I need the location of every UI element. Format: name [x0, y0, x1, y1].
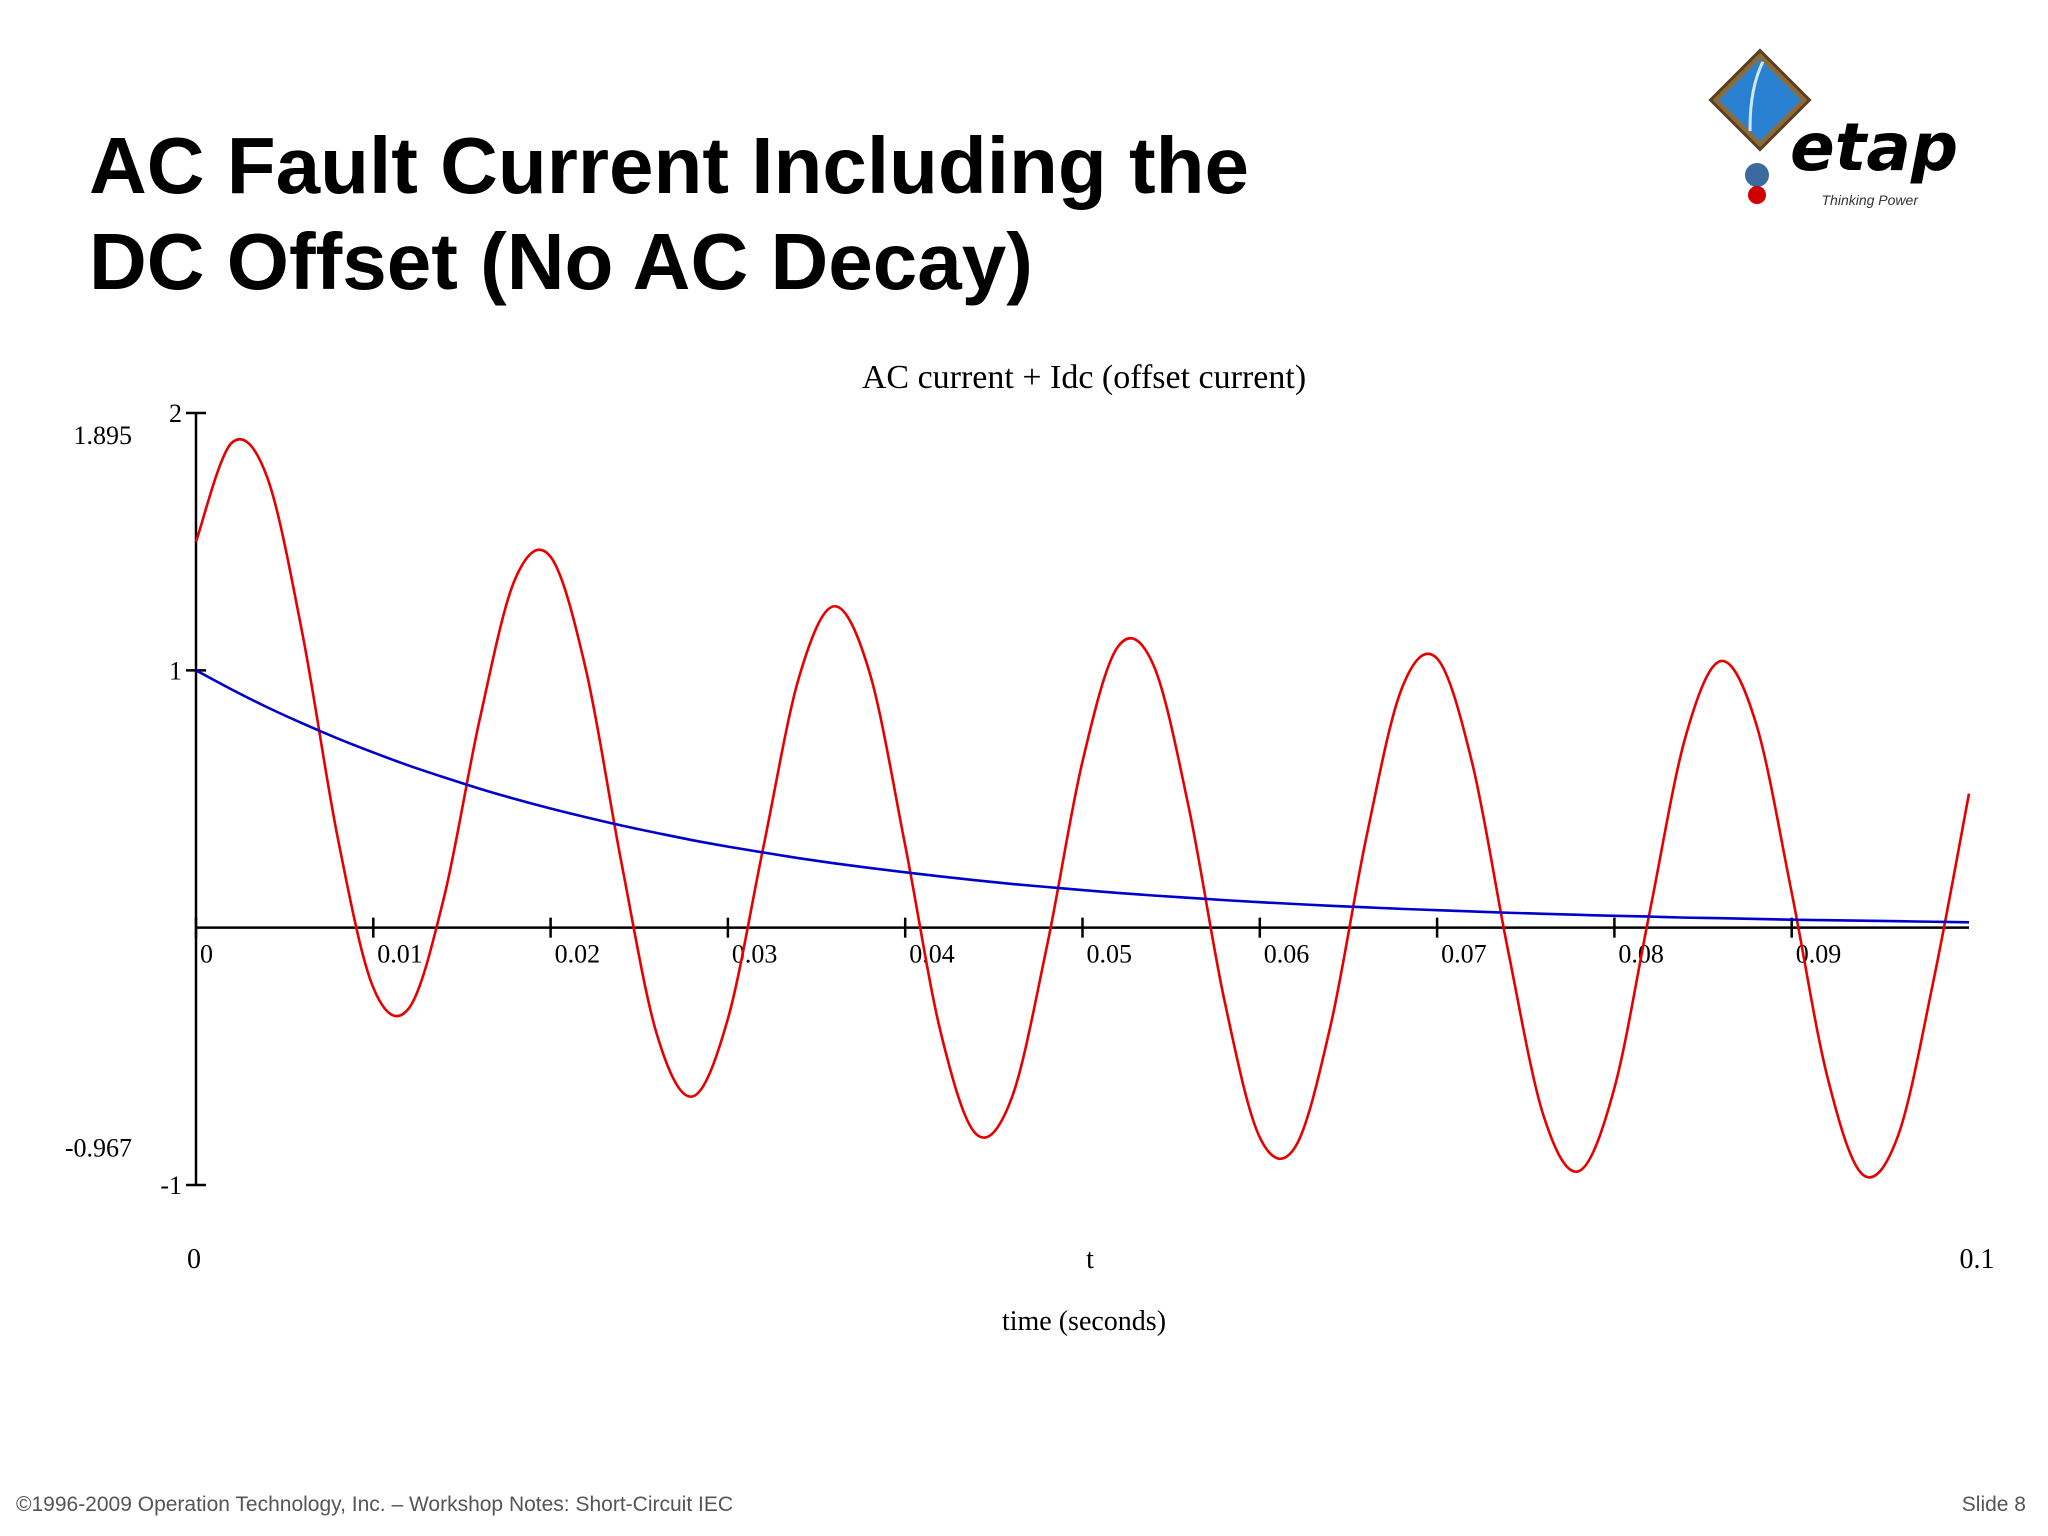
- x-tick-label: 0.01: [377, 940, 423, 969]
- x-tick-label: 0.02: [555, 940, 601, 969]
- chart: AC current + Idc (offset current) time (…: [65, 359, 1995, 1337]
- x-range-label: 0.1: [1960, 1244, 1995, 1275]
- title-line: AC Fault Current Including the: [89, 121, 1249, 210]
- line-series: [194, 438, 1971, 1179]
- title-line: DC Offset (No AC Decay): [89, 217, 1033, 306]
- logo: etap Thinking Power: [1708, 48, 1958, 208]
- slide-title: AC Fault Current Including the DC Offset…: [89, 118, 1249, 310]
- footer-slide-number: Slide 8: [1961, 1493, 2026, 1516]
- x-tick-label: 0.06: [1264, 940, 1310, 969]
- footer-copyright: ©1996-2009 Operation Technology, Inc. – …: [16, 1493, 734, 1516]
- chart-title: AC current + Idc (offset current): [862, 359, 1306, 396]
- y-tick-label: 1: [169, 656, 182, 685]
- line-series: [195, 669, 1970, 924]
- y-tick-label: -1: [160, 1171, 182, 1200]
- x-tick-label: 0.04: [909, 940, 955, 969]
- x-variable: t: [1086, 1244, 1094, 1275]
- x-tick-label: 0.03: [732, 940, 778, 969]
- logo-text: etap: [1790, 109, 1958, 186]
- data-range-label: 1.895: [74, 421, 133, 450]
- logo-ball: [1748, 186, 1766, 204]
- x-range-label: 0: [187, 1244, 201, 1275]
- x-tick-label: 0: [200, 940, 213, 969]
- x-tick-label: 0.05: [1087, 940, 1133, 969]
- y-tick-label: 2: [169, 399, 182, 428]
- data-range-label: -0.967: [65, 1134, 132, 1163]
- logo-globe: [1745, 163, 1769, 187]
- logo-tagline: Thinking Power: [1822, 192, 1920, 208]
- logo-screen: [1708, 48, 1812, 152]
- x-tick-label: 0.07: [1441, 940, 1487, 969]
- x-axis-label: time (seconds): [1002, 1306, 1166, 1337]
